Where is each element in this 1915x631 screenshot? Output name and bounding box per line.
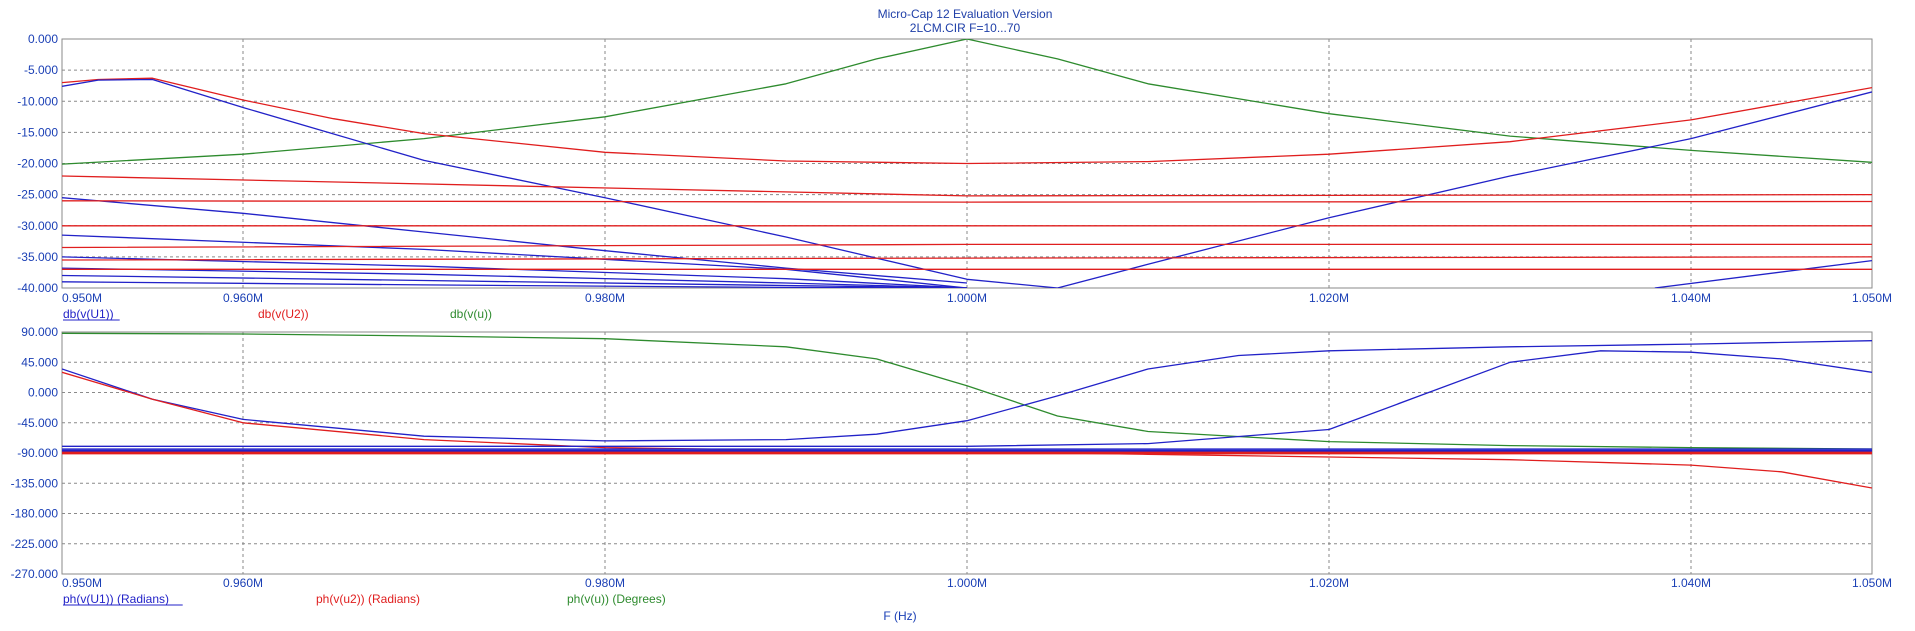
y-tick-label: -225.000 — [11, 537, 59, 551]
y-tick-label: 0.000 — [28, 32, 58, 46]
y-tick-label: 45.000 — [21, 355, 58, 369]
plot-title-line1: Micro-Cap 12 Evaluation Version — [878, 7, 1053, 21]
x-tick-label: 0.960M — [223, 576, 263, 590]
series-group — [62, 39, 1872, 288]
series-line-green — [62, 332, 1872, 450]
x-tick-label: 0.960M — [223, 291, 263, 305]
series-line-red — [62, 175, 1872, 197]
y-tick-label: -15.000 — [17, 125, 58, 139]
x-tick-label: 1.040M — [1671, 576, 1711, 590]
legend-entry: ph(v(u2)) (Radians) — [316, 592, 420, 606]
y-tick-label: -10.000 — [17, 94, 58, 108]
panel-magnitude: 0.000 -5.000 -10.000 -15.000 -20.000 -25.000 -… — [17, 32, 1892, 321]
legend-entry: ph(v(U1)) (Radians) — [63, 592, 169, 606]
series-line-blue — [1654, 259, 1872, 288]
y-tick-label: 0.000 — [28, 386, 58, 400]
plot-title-line2: 2LCM.CIR F=10...70 — [910, 21, 1021, 35]
x-tick-label: 1.000M — [947, 291, 987, 305]
x-axis-label: F (Hz) — [883, 609, 916, 623]
x-tick-label: 0.950M — [62, 291, 102, 305]
x-tick-label: 1.050M — [1852, 576, 1892, 590]
series-line-blue — [62, 256, 968, 288]
y-tick-label: -25.000 — [17, 188, 58, 202]
panel-phase: 90.000 45.000 0.000 -45.000 -90.000 -135.000 -… — [11, 325, 1892, 623]
y-tick-label: -180.000 — [11, 507, 59, 521]
legend-entry: db(v(U2)) — [258, 307, 309, 321]
x-tick-label: 1.020M — [1309, 576, 1349, 590]
series-line-blue — [62, 234, 968, 288]
series-line-blue — [62, 274, 968, 288]
x-tick-label: 1.020M — [1309, 291, 1349, 305]
legend-entry: db(v(U1)) — [63, 307, 114, 321]
x-tick-label: 0.980M — [585, 576, 625, 590]
series-line-red — [62, 200, 1872, 203]
legend-entry: db(v(u)) — [450, 307, 492, 321]
series-line-blue — [62, 197, 968, 284]
series-line-green — [62, 39, 1872, 165]
x-tick-label: 1.040M — [1671, 291, 1711, 305]
x-tick-label: 1.000M — [947, 576, 987, 590]
y-tick-label: -45.000 — [17, 416, 58, 430]
series-line-red — [62, 256, 1872, 261]
series-group — [62, 332, 1872, 489]
legend-entry: ph(v(u)) (Degrees) — [567, 592, 666, 606]
series-line-blue — [62, 350, 1872, 447]
x-tick-label: 1.050M — [1852, 291, 1892, 305]
series-line-blue — [62, 281, 968, 288]
series-line-blue — [62, 267, 968, 288]
y-tick-label: 90.000 — [21, 325, 58, 339]
y-tick-label: -35.000 — [17, 250, 58, 264]
x-tick-label: 0.950M — [62, 576, 102, 590]
y-tick-label: -270.000 — [11, 567, 59, 581]
y-tick-label: -5.000 — [24, 63, 58, 77]
y-tick-label: -20.000 — [17, 157, 58, 171]
series-line-blue — [62, 340, 1872, 442]
series-line-red — [62, 77, 1872, 165]
y-tick-label: -30.000 — [17, 219, 58, 233]
y-tick-label: -135.000 — [11, 476, 59, 490]
y-tick-label: -40.000 — [17, 281, 58, 295]
y-tick-label: -90.000 — [17, 446, 58, 460]
x-tick-label: 0.980M — [585, 291, 625, 305]
series-line-red — [62, 243, 1872, 249]
